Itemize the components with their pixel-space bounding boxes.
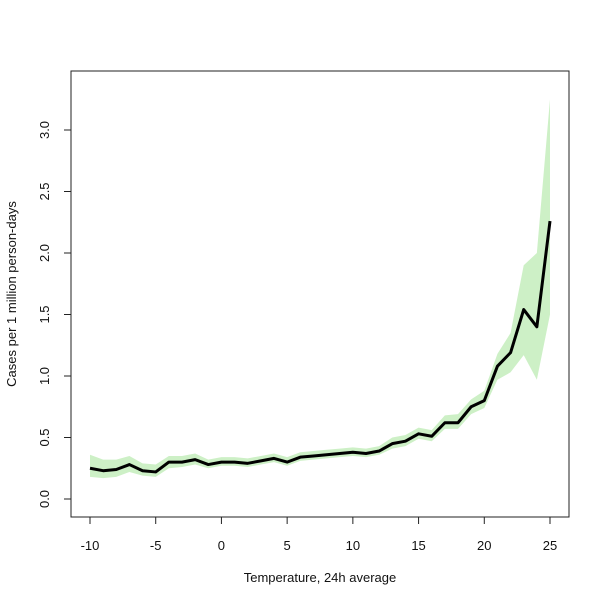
x-axis-label: Temperature, 24h average (244, 570, 396, 585)
plot-frame (70, 70, 570, 518)
y-tick-label: 2.0 (37, 244, 52, 262)
x-tick-label: 10 (346, 538, 360, 553)
y-tick-label: 1.0 (37, 367, 52, 385)
x-tick-label: 20 (477, 538, 491, 553)
estimate-line (89, 220, 552, 474)
x-tick-label: 5 (284, 538, 291, 553)
y-tick-label: 0.5 (37, 428, 52, 446)
y-tick-label: 3.0 (37, 121, 52, 139)
confidence-band (90, 99, 550, 479)
y-tick-label: 2.5 (37, 182, 52, 200)
x-axis: -10 -5 0 5 10 15 20 25 (81, 516, 557, 553)
x-tick-label: -10 (81, 538, 100, 553)
x-tick-label: 25 (543, 538, 557, 553)
y-axis: 0.0 0.5 1.0 1.5 2.0 2.5 3.0 (37, 121, 72, 508)
y-axis-label: Cases per 1 million person-days (4, 201, 19, 387)
y-tick-label: 1.5 (37, 305, 52, 323)
x-tick-label: 0 (218, 538, 225, 553)
x-tick-label: -5 (150, 538, 162, 553)
x-tick-label: 15 (411, 538, 425, 553)
y-tick-label: 0.0 (37, 490, 52, 508)
